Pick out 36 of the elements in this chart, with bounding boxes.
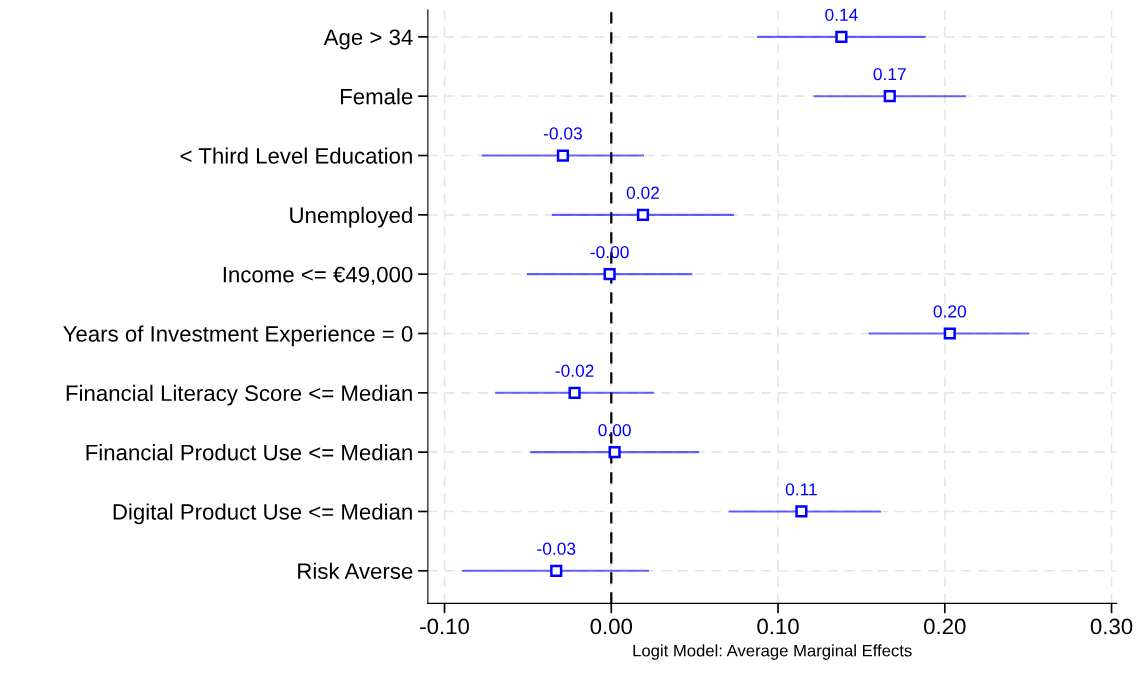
- data-label: -0.02: [555, 364, 594, 377]
- y-tick-label: < Third Level Education: [180, 147, 412, 164]
- point: [883, 90, 896, 103]
- point: [608, 446, 621, 459]
- y-tick-label: Risk Averse: [298, 562, 413, 580]
- point: [568, 386, 581, 399]
- point: [550, 564, 563, 577]
- point: [795, 505, 808, 518]
- data-label: -0.00: [590, 245, 629, 259]
- point: [636, 208, 650, 221]
- point: [835, 30, 848, 43]
- point: [943, 327, 956, 340]
- data-label: 0.17: [873, 67, 906, 81]
- x-tick-label: 0.30: [1090, 618, 1133, 635]
- data-label: 0.11: [785, 483, 817, 496]
- point: [556, 149, 570, 162]
- data-label: 0.20: [933, 305, 967, 318]
- data-label: -0.03: [543, 127, 582, 140]
- data-label: 0.00: [598, 423, 631, 437]
- y-tick-label: Female: [341, 88, 413, 105]
- y-tick-label: Financial Product Use <= Median: [86, 444, 412, 461]
- x-axis-title: Logit Model: Average Marginal Effects: [633, 644, 912, 660]
- data-label: -0.03: [537, 542, 576, 555]
- x-tick-label: -0.10: [420, 618, 469, 635]
- data-label: 0.02: [626, 186, 659, 199]
- y-tick-label: Unemployed: [290, 206, 412, 228]
- point: [603, 268, 616, 281]
- y-tick-label: Age > 34: [323, 29, 413, 50]
- x-tick-label: 0.10: [757, 618, 799, 635]
- data-label: 0.14: [825, 8, 858, 21]
- y-tick-label: Income <= €49,000: [223, 266, 413, 286]
- x-tick-label: 0.20: [924, 618, 966, 635]
- y-tick-label: Years of Investment Experience = 0: [63, 325, 413, 347]
- y-tick-label: Digital Product Use <= Median: [113, 503, 412, 525]
- y-tick-label: Financial Literacy Score <= Median: [66, 384, 412, 406]
- x-tick-label: 0.00: [590, 618, 633, 635]
